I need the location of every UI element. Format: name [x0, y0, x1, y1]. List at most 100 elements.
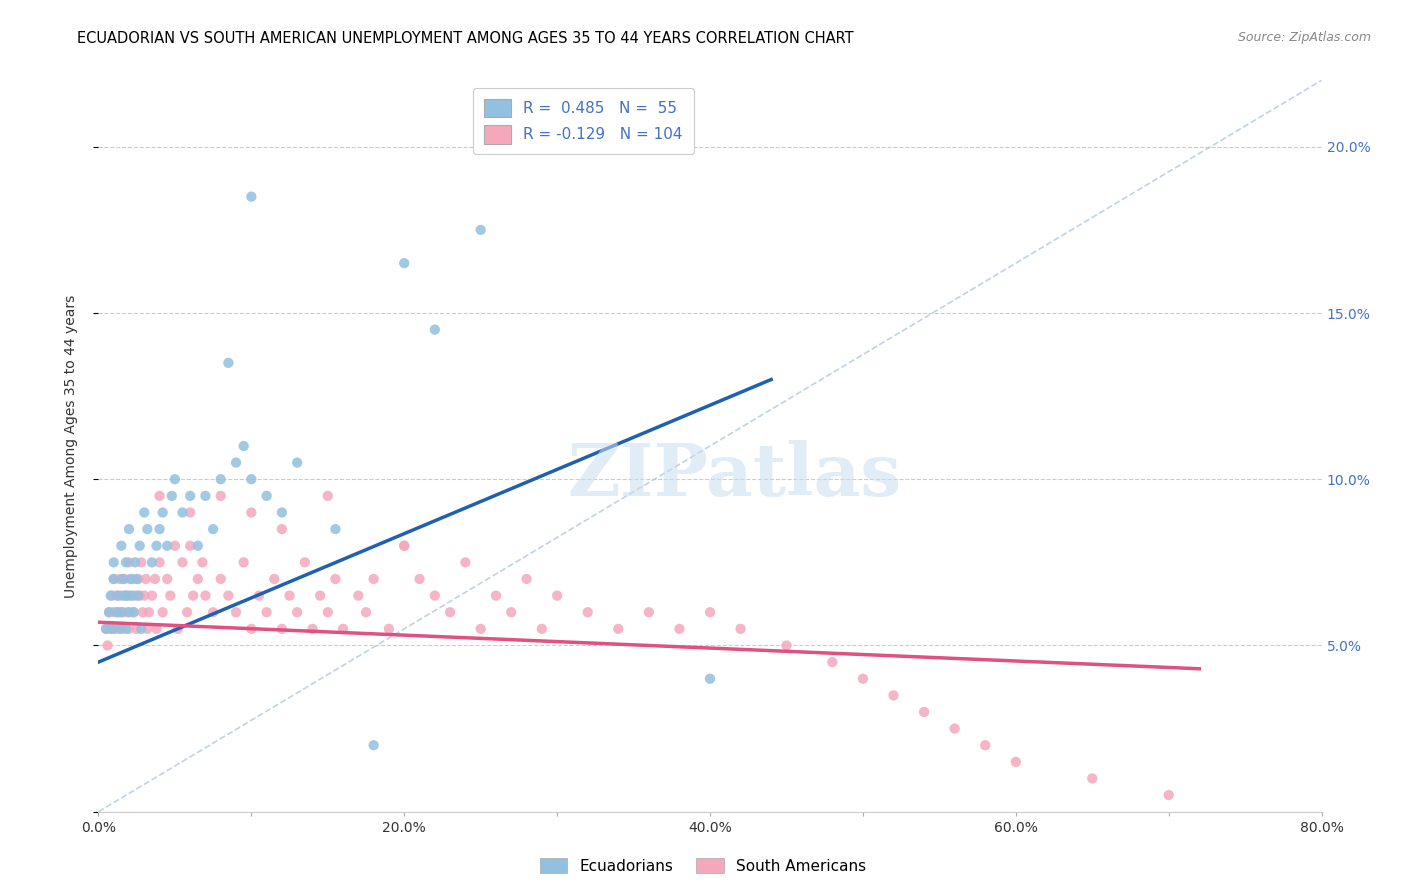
Text: Source: ZipAtlas.com: Source: ZipAtlas.com: [1237, 31, 1371, 45]
Point: [194, 489, 217, 503]
Point: [179, 539, 201, 553]
Point: [232, 555, 254, 569]
Point: [94, 622, 117, 636]
Point: [112, 572, 135, 586]
Point: [118, 622, 141, 636]
Point: [821, 655, 844, 669]
Point: [112, 589, 135, 603]
Point: [115, 622, 138, 636]
Point: [179, 489, 201, 503]
Point: [270, 622, 292, 636]
Point: [439, 605, 461, 619]
Point: [485, 589, 508, 603]
Point: [530, 622, 553, 636]
Point: [347, 589, 370, 603]
Point: [128, 539, 150, 553]
Point: [145, 539, 167, 553]
Point: [181, 589, 204, 603]
Point: [883, 689, 905, 703]
Point: [974, 738, 997, 752]
Point: [121, 572, 143, 586]
Point: [332, 622, 354, 636]
Point: [423, 323, 446, 337]
Point: [143, 572, 166, 586]
Point: [152, 605, 174, 619]
Point: [125, 622, 148, 636]
Text: ECUADORIAN VS SOUTH AMERICAN UNEMPLOYMENT AMONG AGES 35 TO 44 YEARS CORRELATION : ECUADORIAN VS SOUTH AMERICAN UNEMPLOYMEN…: [77, 31, 853, 46]
Point: [110, 622, 132, 636]
Point: [194, 589, 217, 603]
Point: [104, 622, 127, 636]
Point: [1157, 788, 1180, 802]
Point: [136, 622, 159, 636]
Point: [172, 555, 194, 569]
Point: [98, 605, 121, 619]
Point: [120, 572, 142, 586]
Point: [187, 572, 209, 586]
Point: [156, 572, 179, 586]
Point: [103, 555, 125, 569]
Point: [294, 555, 316, 569]
Point: [256, 489, 278, 503]
Point: [118, 555, 141, 569]
Point: [128, 589, 150, 603]
Point: [105, 589, 128, 603]
Point: [270, 522, 292, 536]
Point: [408, 572, 430, 586]
Point: [217, 589, 239, 603]
Point: [423, 589, 446, 603]
Point: [217, 356, 239, 370]
Point: [110, 605, 132, 619]
Point: [152, 506, 174, 520]
Point: [101, 589, 124, 603]
Point: [576, 605, 599, 619]
Point: [516, 572, 538, 586]
Point: [121, 589, 143, 603]
Point: [136, 522, 159, 536]
Point: [225, 605, 247, 619]
Point: [209, 472, 232, 486]
Point: [115, 589, 138, 603]
Point: [240, 622, 263, 636]
Point: [98, 605, 121, 619]
Point: [138, 605, 160, 619]
Point: [263, 572, 285, 586]
Point: [470, 223, 492, 237]
Point: [135, 572, 157, 586]
Point: [172, 506, 194, 520]
Point: [699, 672, 721, 686]
Point: [149, 522, 172, 536]
Point: [187, 539, 209, 553]
Point: [127, 589, 149, 603]
Point: [115, 555, 138, 569]
Point: [179, 506, 201, 520]
Point: [111, 605, 134, 619]
Point: [124, 555, 146, 569]
Point: [160, 489, 183, 503]
Point: [546, 589, 568, 603]
Point: [325, 522, 347, 536]
Point: [775, 639, 797, 653]
Point: [108, 572, 131, 586]
Point: [129, 555, 152, 569]
Point: [191, 555, 214, 569]
Point: [1004, 755, 1026, 769]
Point: [699, 605, 721, 619]
Point: [202, 605, 225, 619]
Point: [470, 622, 492, 636]
Point: [124, 589, 146, 603]
Point: [225, 456, 247, 470]
Point: [134, 589, 156, 603]
Point: [852, 672, 875, 686]
Point: [163, 472, 186, 486]
Point: [176, 605, 198, 619]
Point: [149, 489, 172, 503]
Point: [278, 589, 301, 603]
Text: ZIPatlas: ZIPatlas: [568, 440, 901, 511]
Point: [607, 622, 630, 636]
Point: [117, 605, 139, 619]
Point: [240, 189, 263, 203]
Point: [378, 622, 401, 636]
Point: [285, 605, 308, 619]
Point: [392, 256, 416, 270]
